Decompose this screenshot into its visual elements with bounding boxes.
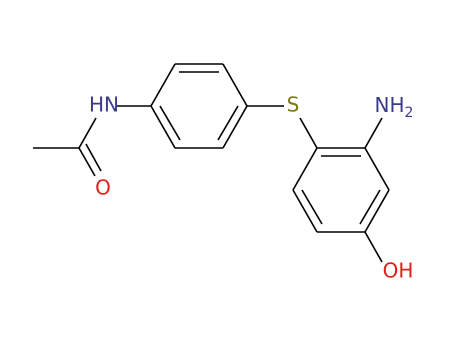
bond (292, 147, 318, 191)
bond (159, 105, 181, 141)
bond (150, 63, 176, 107)
bond (85, 143, 102, 172)
bond (150, 105, 176, 149)
bond (364, 231, 383, 263)
bond (299, 117, 318, 149)
atom-label-subscript: 2 (405, 105, 414, 121)
bond (222, 63, 248, 107)
bond (364, 117, 383, 149)
bond (292, 189, 318, 233)
bond (301, 189, 323, 225)
atom-label: HN (89, 93, 119, 117)
bonds (33, 63, 390, 263)
bond (78, 117, 97, 149)
atom-label: OH (383, 259, 414, 283)
bond (364, 189, 390, 233)
atom-label: S (287, 93, 300, 117)
bond (364, 147, 390, 191)
bond (222, 105, 248, 149)
bond (217, 105, 239, 141)
atom-label: NH2 (375, 93, 414, 122)
atom-label: O (95, 176, 111, 200)
bond (359, 189, 381, 225)
atom-label-main: NH (375, 93, 405, 117)
bond (78, 147, 96, 177)
